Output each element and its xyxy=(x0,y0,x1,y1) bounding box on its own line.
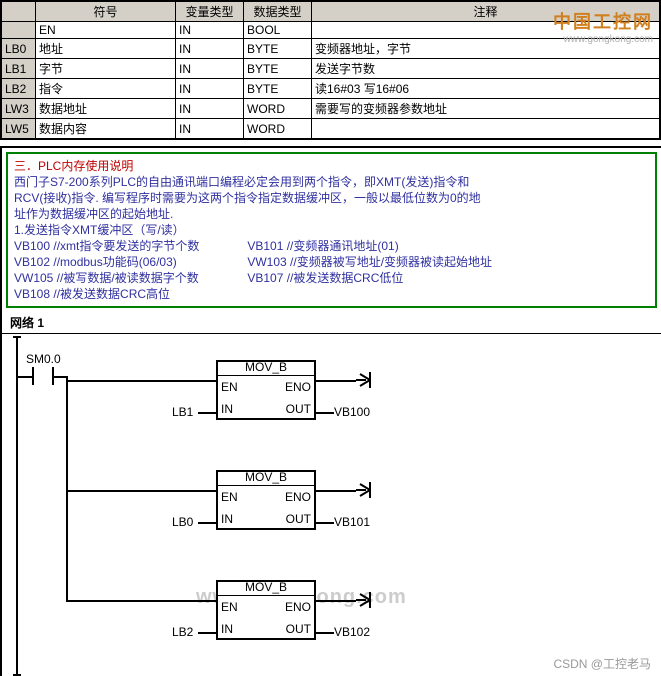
comment-line: VW105 //被写数据/被读数据字个数 xyxy=(14,270,244,286)
th-datatype: 数据类型 xyxy=(244,2,312,22)
comment-line: 西门子S7-200系列PLC的自由通讯端口编程必定会用到两个指令，即XMT(发送… xyxy=(14,174,469,190)
wire xyxy=(316,412,334,414)
cell-dt: WORD xyxy=(244,119,312,139)
th-symbol: 符号 xyxy=(36,2,176,22)
cell-vt: IN xyxy=(176,22,244,39)
credit-text: CSDN @工控老马 xyxy=(553,655,651,672)
th-comment: 注释 xyxy=(312,2,660,22)
comment-line: VB100 //xmt指令要发送的字节个数 xyxy=(14,238,244,254)
table-row[interactable]: LW3 数据地址 IN WORD 需要写的变频器参数地址 xyxy=(2,99,660,119)
cell-cm: 读16#03 写16#06 xyxy=(312,79,660,99)
cell-cm: 需要写的变频器参数地址 xyxy=(312,99,660,119)
table-row[interactable]: LB2 指令 IN BYTE 读16#03 写16#06 xyxy=(2,79,660,99)
wire xyxy=(66,600,216,602)
wire xyxy=(16,376,32,378)
comment-line: VB101 //变频器通讯地址(01) xyxy=(247,238,398,254)
cell-vt: IN xyxy=(176,119,244,139)
table-row[interactable]: LW5 数据内容 IN WORD xyxy=(2,119,660,139)
cell-sym: 指令 xyxy=(36,79,176,99)
wire xyxy=(52,376,66,378)
param-label: VB100 xyxy=(334,405,370,419)
param-label: LB0 xyxy=(172,515,193,529)
table-header-row: 符号 变量类型 数据类型 注释 xyxy=(2,2,660,22)
table-row[interactable]: EN IN BOOL xyxy=(2,22,660,39)
param-label: VB102 xyxy=(334,625,370,639)
wire xyxy=(316,600,356,602)
comment-line: 1.发送指令XMT缓冲区（写/读） xyxy=(14,222,185,238)
power-rail xyxy=(16,336,18,676)
comment-line: VB102 //modbus功能码(06/03) xyxy=(14,254,244,270)
comment-line: RCV(接收)指令. 编写程序时需要为这两个指令指定数据缓冲区，一般以最低位数为… xyxy=(14,190,481,206)
wire xyxy=(198,522,216,524)
wire-branch xyxy=(66,376,68,600)
table-row[interactable]: LB0 地址 IN BYTE 变频器地址，字节 xyxy=(2,39,660,59)
cell-hdr: LW5 xyxy=(2,119,36,139)
cell-sym: EN xyxy=(36,22,176,39)
comment-line: VW103 //变频器被写地址/变频器被读起始地址 xyxy=(247,254,492,270)
cell-dt: WORD xyxy=(244,99,312,119)
param-label: LB2 xyxy=(172,625,193,639)
instruction-box[interactable]: MOV_B ENENO INOUT xyxy=(216,580,316,640)
cell-cm: 发送字节数 xyxy=(312,59,660,79)
cell-hdr: LB2 xyxy=(2,79,36,99)
ladder-diagram: www.gongkong.com SM0.0MOV_B ENENO INOUTL… xyxy=(6,336,661,676)
cell-hdr xyxy=(2,22,36,39)
param-label: VB101 xyxy=(334,515,370,529)
wire xyxy=(66,380,216,382)
cell-dt: BYTE xyxy=(244,79,312,99)
wire xyxy=(316,380,356,382)
cell-dt: BOOL xyxy=(244,22,312,39)
cell-sym: 数据内容 xyxy=(36,119,176,139)
cell-cm xyxy=(312,119,660,139)
cell-hdr: LW3 xyxy=(2,99,36,119)
th-vartype: 变量类型 xyxy=(176,2,244,22)
table-row[interactable]: LB1 字节 IN BYTE 发送字节数 xyxy=(2,59,660,79)
comment-block: 三．PLC内存使用说明 西门子S7-200系列PLC的自由通讯端口编程必定会用到… xyxy=(6,152,657,308)
cell-sym: 地址 xyxy=(36,39,176,59)
symbol-table-grid: 符号 变量类型 数据类型 注释 EN IN BOOL LB0 地址 IN BYT… xyxy=(1,1,660,139)
comment-line: VB107 //被发送数据CRC低位 xyxy=(247,270,403,286)
program-area: 三．PLC内存使用说明 西门子S7-200系列PLC的自由通讯端口编程必定会用到… xyxy=(0,146,661,676)
cell-dt: BYTE xyxy=(244,39,312,59)
cell-cm xyxy=(312,22,660,39)
cell-vt: IN xyxy=(176,79,244,99)
comment-line: 址作为数据缓冲区的起始地址. xyxy=(14,206,173,222)
wire xyxy=(316,490,356,492)
network-label: 网络 1 xyxy=(10,314,661,331)
wire xyxy=(66,490,216,492)
cell-hdr: LB0 xyxy=(2,39,36,59)
cell-vt: IN xyxy=(176,99,244,119)
instruction-box[interactable]: MOV_B ENENO INOUT xyxy=(216,360,316,420)
param-label: LB1 xyxy=(172,405,193,419)
instruction-box[interactable]: MOV_B ENENO INOUT xyxy=(216,470,316,530)
cell-hdr: LB1 xyxy=(2,59,36,79)
th-blank xyxy=(2,2,36,22)
wire xyxy=(198,632,216,634)
wire xyxy=(316,522,334,524)
comment-line: VB108 //被发送数据CRC高位 xyxy=(14,286,170,302)
cell-cm: 变频器地址，字节 xyxy=(312,39,660,59)
comment-title: 三．PLC内存使用说明 xyxy=(14,158,649,174)
cell-vt: IN xyxy=(176,39,244,59)
cell-dt: BYTE xyxy=(244,59,312,79)
cell-vt: IN xyxy=(176,59,244,79)
cell-sym: 数据地址 xyxy=(36,99,176,119)
symbol-table: 符号 变量类型 数据类型 注释 EN IN BOOL LB0 地址 IN BYT… xyxy=(0,0,661,140)
network-divider xyxy=(2,333,661,334)
cell-sym: 字节 xyxy=(36,59,176,79)
wire xyxy=(316,632,334,634)
wire xyxy=(198,412,216,414)
